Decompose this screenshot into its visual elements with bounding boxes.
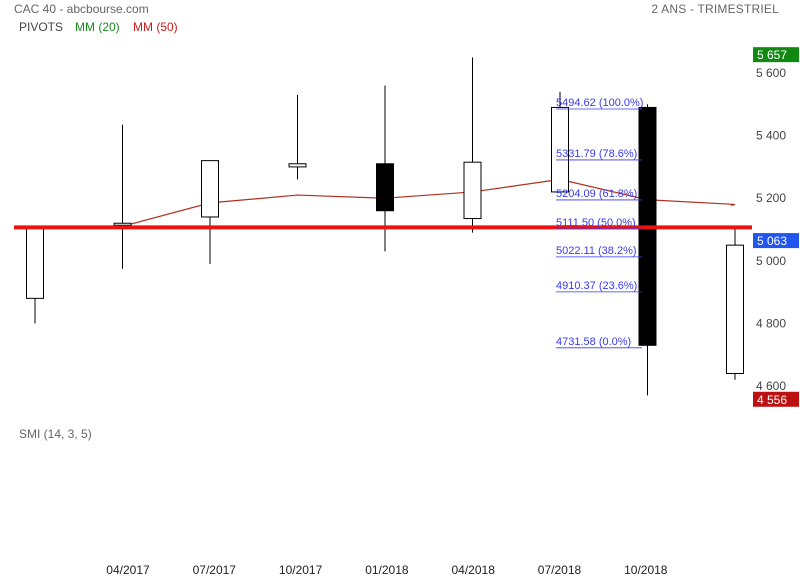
y-tick-label: 4 800 [756, 316, 786, 330]
y-tick-label: 5 600 [756, 66, 786, 80]
fibonacci-label: 5331.79 (78.6%) [556, 148, 637, 160]
candle-body [376, 163, 394, 212]
candle-body [726, 244, 744, 374]
candle-body [463, 161, 482, 220]
y-tick-label: 4 600 [756, 379, 786, 393]
y-tick-label: 5 200 [756, 191, 786, 205]
smi-label[interactable]: SMI (14, 3, 5) [19, 427, 92, 441]
fibonacci-label: 5111.50 (50.0%) [556, 217, 636, 229]
x-tick-label: 04/2017 [106, 563, 150, 577]
fibonacci-label: 5494.62 (100.0%) [556, 97, 643, 109]
price-badge-label: 5 657 [757, 48, 787, 62]
x-tick-label: 07/2017 [193, 563, 237, 577]
fibonacci-label: 5204.09 (61.8%) [556, 188, 637, 200]
price-badge-low [753, 391, 799, 407]
candle-body [201, 160, 219, 218]
y-tick-label: 5 400 [756, 129, 786, 143]
x-tick-label: 07/2018 [538, 563, 582, 577]
indicator-mm20[interactable]: MM (20) [75, 20, 120, 34]
price-badge-last [753, 233, 799, 249]
price-badge-label: 5 063 [757, 234, 787, 248]
y-tick-label: 5 000 [756, 254, 786, 268]
indicator-pivots[interactable]: PIVOTS [19, 20, 64, 34]
x-tick-label: 01/2018 [365, 563, 409, 577]
fibonacci-label: 4731.58 (0.0%) [556, 336, 631, 348]
price-badge-label: 4 556 [757, 393, 787, 407]
period-label[interactable]: 2 ANS - TRIMESTRIEL [651, 2, 779, 16]
x-tick-label: 04/2018 [452, 563, 496, 577]
candle-body [113, 222, 132, 226]
candle-body [26, 225, 44, 299]
chart-title: CAC 40 - abcbourse.com [14, 2, 149, 16]
candle-body [551, 106, 569, 193]
x-tick-label: 10/2018 [624, 563, 668, 577]
price-badge-high [753, 47, 799, 63]
indicator-mm50[interactable]: MM (50) [133, 20, 178, 34]
x-tick-label: 10/2017 [279, 563, 323, 577]
candle-body [288, 163, 307, 168]
fibonacci-label: 4910.37 (23.6%) [556, 280, 637, 292]
fibonacci-label: 5022.11 (38.2%) [556, 245, 637, 257]
